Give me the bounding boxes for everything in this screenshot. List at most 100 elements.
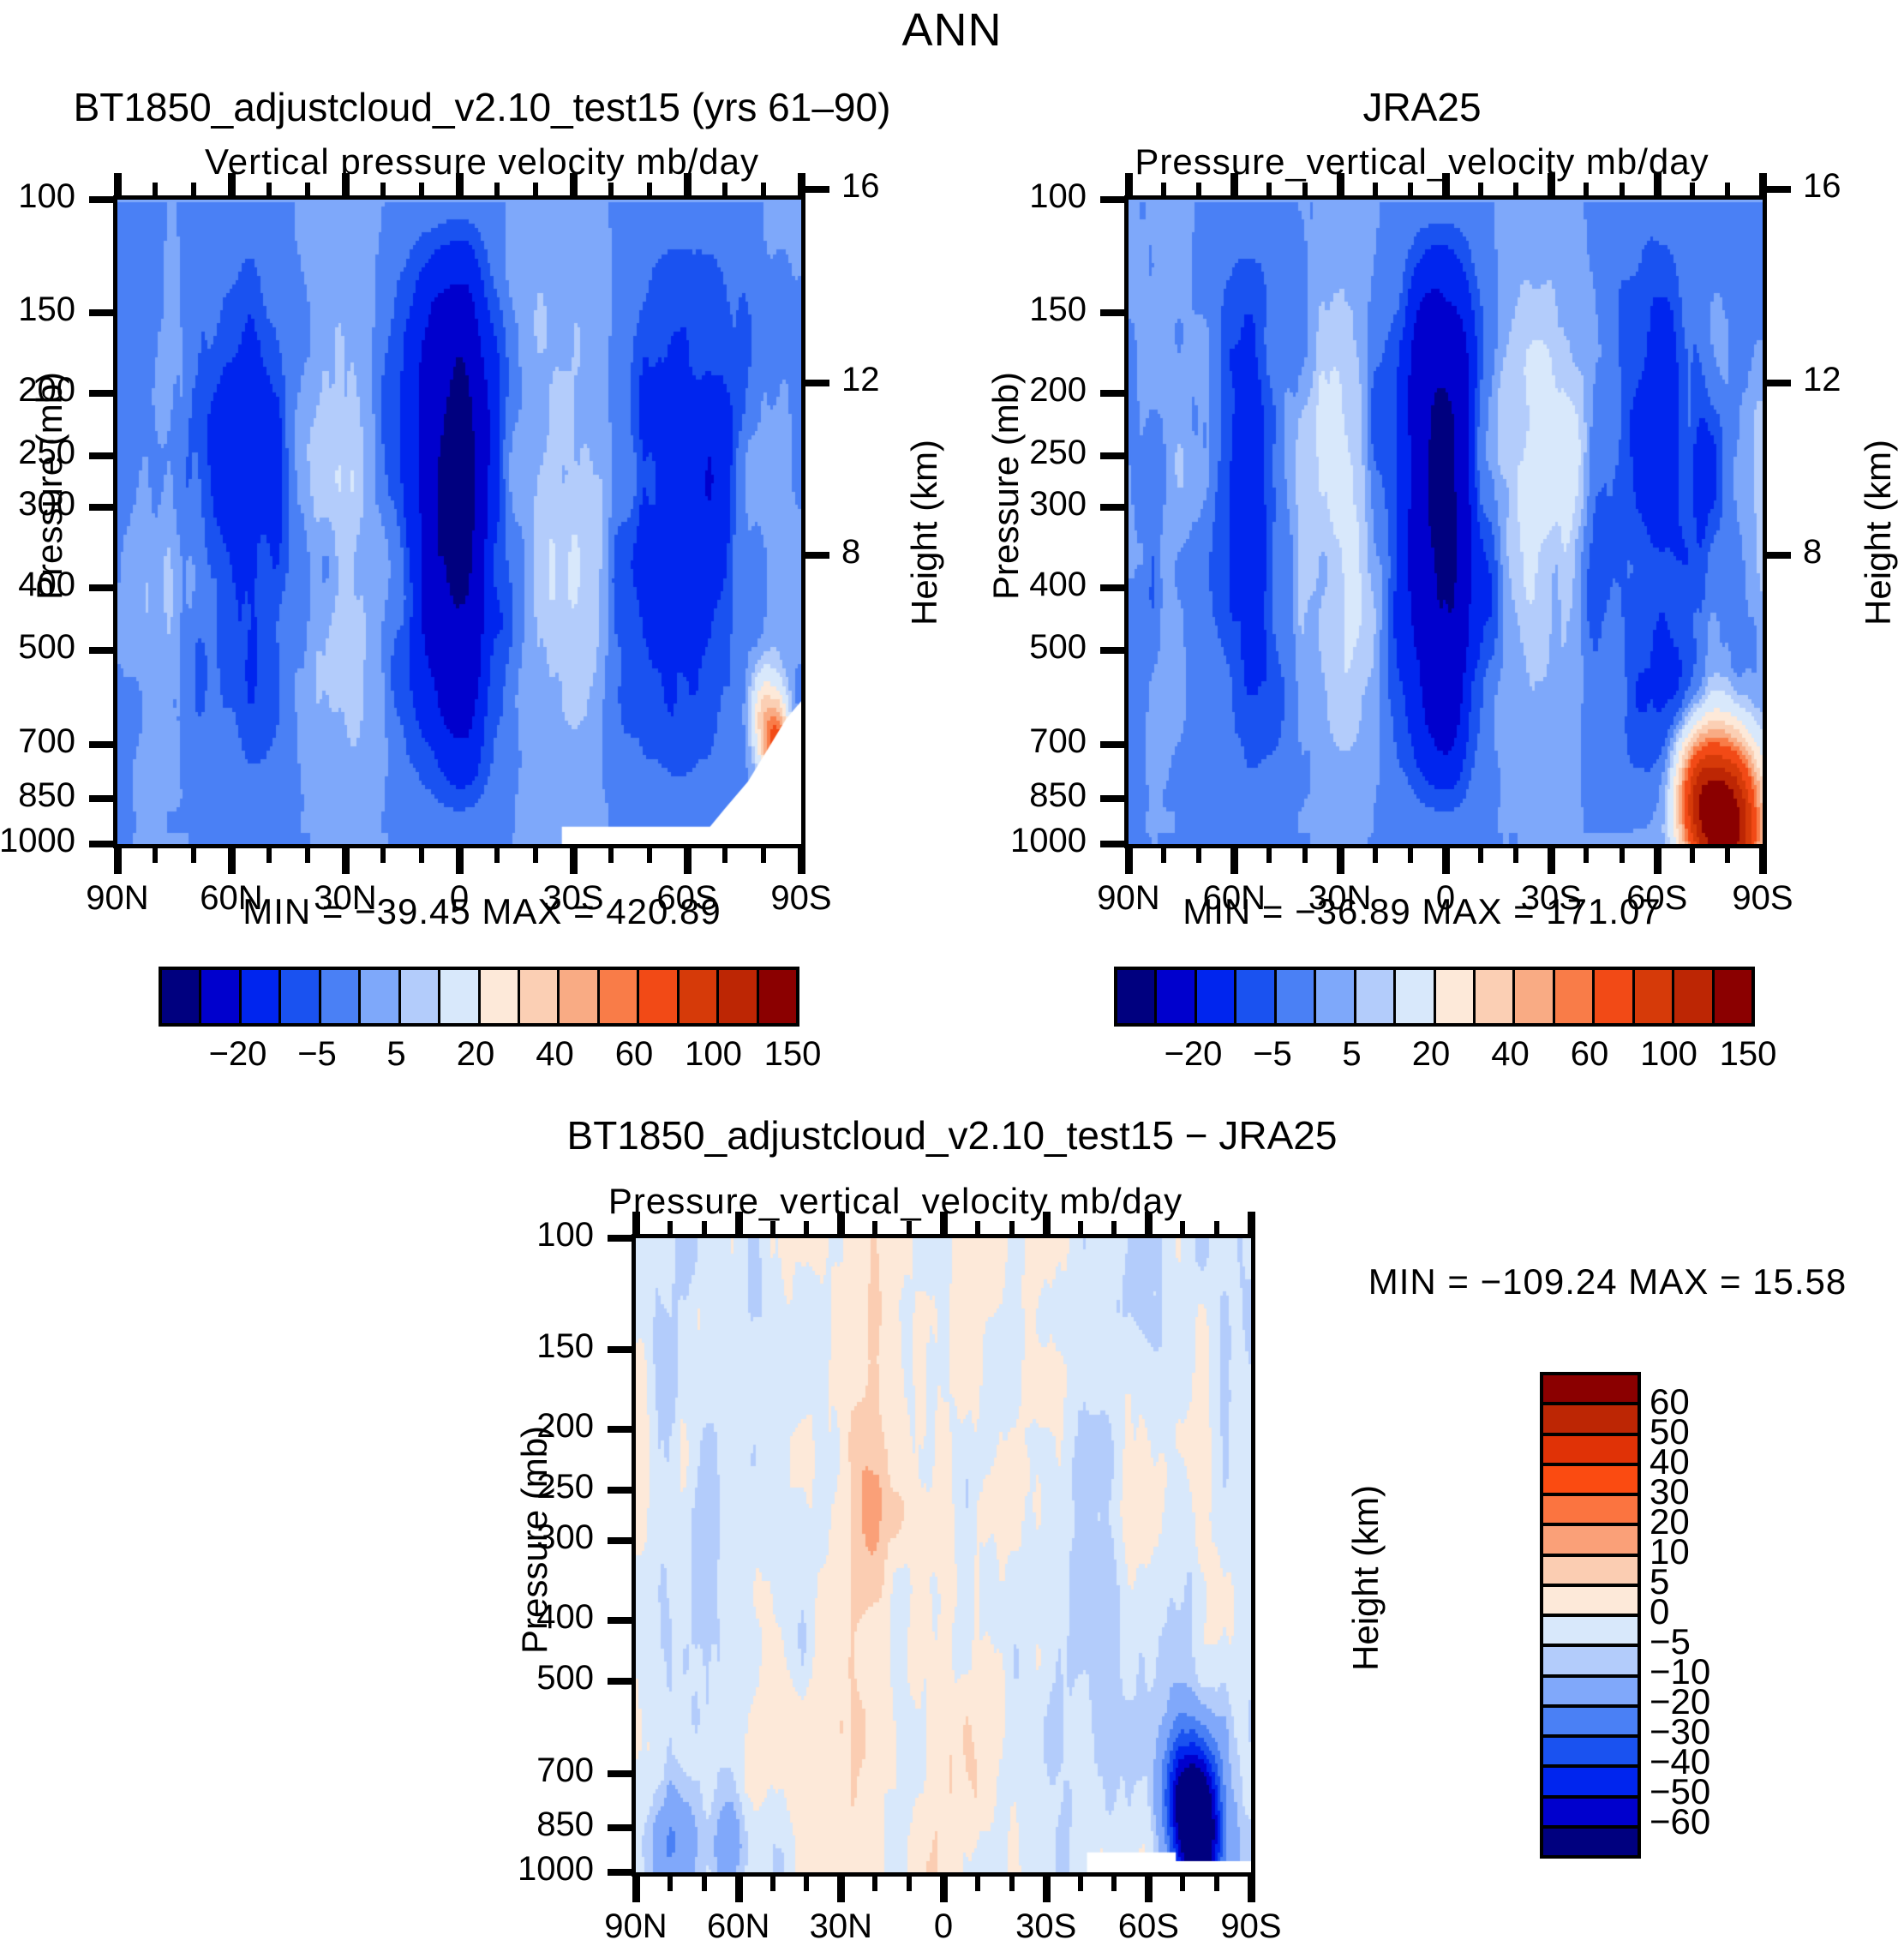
- colorbar-swatch[interactable]: [1515, 970, 1555, 1023]
- colorbar-swatch[interactable]: [1543, 1556, 1638, 1587]
- colorbar-swatch[interactable]: [320, 970, 362, 1023]
- colorbar-diff[interactable]: [1540, 1372, 1641, 1859]
- colorbar-swatch[interactable]: [1554, 970, 1596, 1023]
- colorbar-swatch[interactable]: [1634, 970, 1675, 1023]
- colorbar-swatch[interactable]: [1595, 970, 1635, 1023]
- colorbar-swatch[interactable]: [1543, 1617, 1638, 1648]
- colorbar-model[interactable]: [159, 967, 799, 1027]
- colorbar-swatch[interactable]: [758, 970, 796, 1023]
- y-tick-mark: [1100, 452, 1124, 460]
- x-top-tick: [1442, 173, 1450, 195]
- colorbar-swatch[interactable]: [1356, 970, 1397, 1023]
- colorbar-swatch[interactable]: [162, 970, 202, 1023]
- y-tick-mark: [1100, 503, 1124, 511]
- colorbar-tick-label: −60: [1650, 1801, 1711, 1841]
- x-top-minor-tick: [1689, 183, 1695, 195]
- x-minor-tick: [380, 848, 386, 863]
- y-tick-label: 250: [1029, 434, 1087, 472]
- x-top-minor-tick: [1266, 183, 1272, 195]
- colorbar-swatch[interactable]: [1714, 970, 1751, 1023]
- x-top-minor-tick: [1584, 183, 1590, 195]
- colorbar-swatch[interactable]: [1543, 1768, 1638, 1799]
- x-minor-tick: [872, 1877, 878, 1891]
- colorbar-tick-label: 10: [1650, 1531, 1690, 1572]
- colorbar-swatch[interactable]: [1543, 1828, 1638, 1855]
- colorbar-swatch[interactable]: [560, 970, 600, 1023]
- colorbar-swatch[interactable]: [281, 970, 321, 1023]
- y-tick-label: 200: [536, 1406, 594, 1445]
- x-top-minor-tick: [907, 1221, 913, 1234]
- colorbar-swatch[interactable]: [480, 970, 520, 1023]
- colorbar-swatch[interactable]: [599, 970, 640, 1023]
- x-top-tick: [798, 173, 805, 195]
- y-axis-title-obs: Pressure (mb): [985, 371, 1026, 600]
- colorbar-swatch[interactable]: [1543, 1707, 1638, 1738]
- colorbar-swatch[interactable]: [1674, 970, 1715, 1023]
- x-minor-tick: [1196, 848, 1202, 863]
- panel-title-model: BT1850_adjustcloud_v2.10_test15 (yrs 61–…: [73, 85, 891, 129]
- colorbar-swatch[interactable]: [1435, 970, 1476, 1023]
- plot-area-diff[interactable]: [632, 1234, 1255, 1877]
- x-top-minor-tick: [1214, 1221, 1220, 1234]
- x-top-minor-tick: [494, 183, 500, 195]
- y-tick-mark: [1100, 841, 1124, 847]
- x-top-tick: [570, 173, 578, 195]
- colorbar-swatch[interactable]: [361, 970, 401, 1023]
- colorbar-swatch[interactable]: [1543, 1647, 1638, 1678]
- colorbar-swatch[interactable]: [1276, 970, 1317, 1023]
- colorbar-tick-label: −5: [297, 1035, 337, 1073]
- x-top-minor-tick: [1619, 183, 1625, 195]
- y-tick-mark: [608, 1425, 632, 1433]
- y-tick-mark: [608, 1770, 632, 1778]
- colorbar-swatch[interactable]: [1196, 970, 1237, 1023]
- y-tick-label: 1000: [518, 1850, 594, 1888]
- colorbar-swatch[interactable]: [1543, 1798, 1638, 1829]
- colorbar-swatch[interactable]: [400, 970, 441, 1023]
- colorbar-swatch[interactable]: [1396, 970, 1436, 1023]
- colorbar-swatch[interactable]: [1316, 970, 1356, 1023]
- colorbar-tick-label: 40: [1650, 1441, 1690, 1482]
- x-minor-tick: [153, 848, 159, 863]
- colorbar-swatch[interactable]: [201, 970, 242, 1023]
- y-axis-title-diff: Pressure (mb): [514, 1425, 554, 1654]
- colorbar-swatch[interactable]: [1475, 970, 1516, 1023]
- colorbar-swatch[interactable]: [639, 970, 680, 1023]
- colorbar-swatch[interactable]: [719, 970, 759, 1023]
- colorbar-swatch[interactable]: [1543, 1465, 1638, 1496]
- colorbar-swatch[interactable]: [1157, 970, 1197, 1023]
- x-tick-label: 30N: [1308, 879, 1372, 917]
- y-tick-label: 400: [18, 565, 75, 603]
- y-tick-mark: [608, 1678, 632, 1686]
- colorbar-swatch[interactable]: [1543, 1496, 1638, 1527]
- x-top-tick: [1145, 1212, 1153, 1234]
- colorbar-swatch[interactable]: [1543, 1586, 1638, 1617]
- plot-area-obs[interactable]: [1124, 195, 1767, 848]
- colorbar-swatch[interactable]: [1236, 970, 1277, 1023]
- y-tick-label: 150: [1029, 290, 1087, 329]
- colorbar-swatch[interactable]: [1543, 1405, 1638, 1436]
- y-tick-mark: [608, 1346, 632, 1354]
- x-minor-tick: [1214, 1877, 1220, 1891]
- colorbar-swatch[interactable]: [1543, 1526, 1638, 1557]
- x-top-minor-tick: [418, 183, 424, 195]
- x-top-tick: [684, 173, 692, 195]
- x-tick-mark: [1336, 848, 1344, 874]
- colorbar-swatch[interactable]: [241, 970, 282, 1023]
- colorbar-obs[interactable]: [1114, 967, 1755, 1027]
- plot-area-model[interactable]: [113, 195, 805, 848]
- colorbar-swatch[interactable]: [1543, 1375, 1638, 1406]
- colorbar-swatch[interactable]: [679, 970, 720, 1023]
- colorbar-swatch[interactable]: [519, 970, 560, 1023]
- x-minor-tick: [1077, 1877, 1083, 1891]
- colorbar-swatch[interactable]: [440, 970, 481, 1023]
- colorbar-tick-label: 30: [1650, 1471, 1690, 1512]
- y-tick-label: 500: [1029, 627, 1087, 666]
- colorbar-swatch[interactable]: [1543, 1435, 1638, 1466]
- y-tick-mark: [89, 309, 113, 317]
- y-tick-label: 1000: [1010, 822, 1087, 859]
- y-tick-mark: [89, 503, 113, 511]
- colorbar-swatch[interactable]: [1117, 970, 1158, 1023]
- x-minor-tick: [190, 848, 196, 863]
- colorbar-swatch[interactable]: [1543, 1738, 1638, 1769]
- colorbar-swatch[interactable]: [1543, 1677, 1638, 1708]
